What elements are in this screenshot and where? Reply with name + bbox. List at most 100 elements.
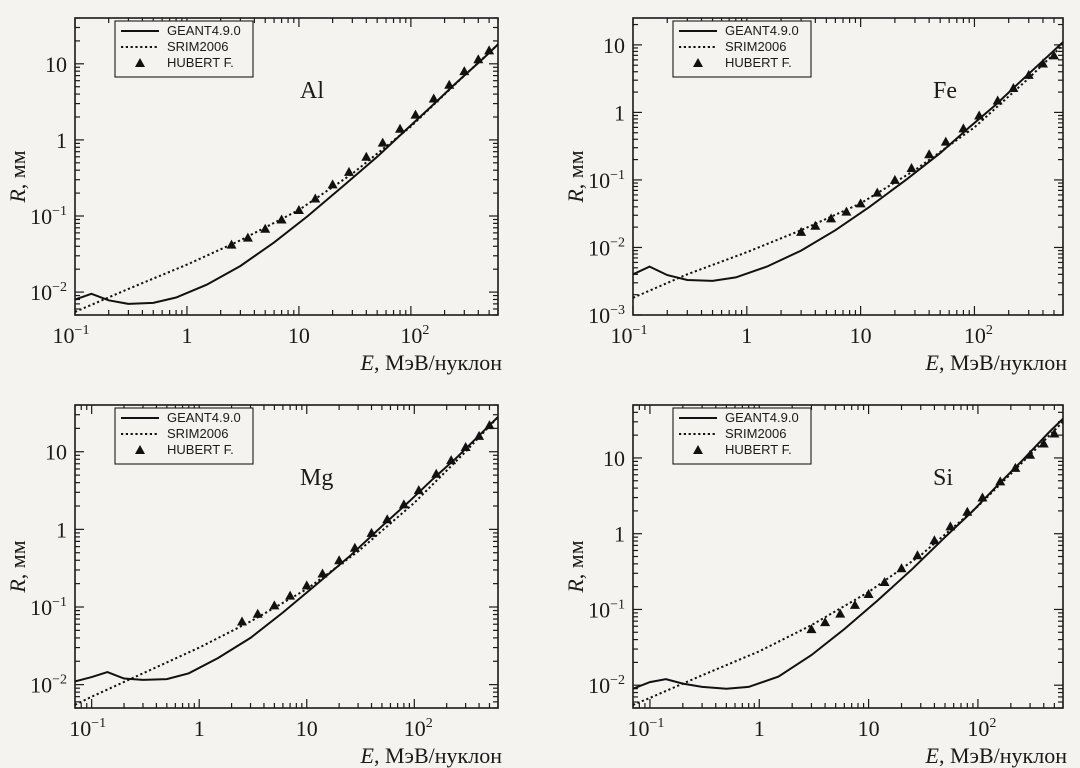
plot-panel-al: 10−1 1 10 102 10−2 10−1 1 10 E, МэВ/нуклон R, мм A… bbox=[5, 17, 503, 375]
data-point-hubert bbox=[237, 616, 248, 626]
data-point-hubert bbox=[301, 580, 312, 590]
y-tick-label: 10−1 bbox=[30, 204, 67, 229]
legend-entry-hubert: HUBERT F. bbox=[725, 442, 792, 457]
data-point-hubert bbox=[974, 110, 985, 120]
data-point-hubert bbox=[1048, 50, 1059, 60]
x-tick-label: 10−1 bbox=[53, 323, 90, 348]
data-point-hubert bbox=[945, 521, 956, 531]
data-point-hubert bbox=[855, 198, 866, 208]
legend-entry-srim: SRIM2006 bbox=[725, 39, 786, 54]
y-tick-label: 10 bbox=[45, 440, 67, 465]
x-axis-label: E, МэВ/нуклон bbox=[360, 350, 503, 375]
data-point-hubert bbox=[473, 54, 484, 64]
data-point-hubert bbox=[343, 166, 354, 176]
series-line-srim bbox=[75, 43, 498, 313]
data-point-hubert bbox=[1025, 449, 1036, 459]
data-point-hubert bbox=[276, 214, 287, 224]
y-tick-label: 10−2 bbox=[30, 673, 67, 698]
legend-entry-geant: GEANT4.9.0 bbox=[167, 23, 241, 38]
data-point-hubert bbox=[1038, 438, 1049, 448]
data-point-hubert bbox=[1049, 428, 1060, 438]
x-tick-label: 102 bbox=[404, 716, 433, 741]
data-point-hubert bbox=[293, 204, 304, 214]
data-point-hubert bbox=[849, 599, 860, 609]
data-point-hubert bbox=[428, 93, 439, 103]
data-point-hubert bbox=[906, 163, 917, 173]
legend-entry-srim: SRIM2006 bbox=[167, 39, 228, 54]
data-point-hubert bbox=[398, 499, 409, 509]
data-point-hubert bbox=[431, 468, 442, 478]
data-point-hubert bbox=[361, 151, 372, 161]
x-axis-label: E, МэВ/нуклон bbox=[925, 743, 1068, 768]
data-point-hubert bbox=[872, 187, 883, 197]
data-point-hubert bbox=[841, 206, 852, 216]
y-tick-label: 10−1 bbox=[588, 597, 625, 622]
data-point-hubert bbox=[924, 149, 935, 159]
data-point-hubert bbox=[484, 420, 495, 430]
data-point-hubert bbox=[410, 109, 421, 119]
y-axis-label: R, мм bbox=[5, 150, 30, 203]
y-tick-label: 10 bbox=[603, 446, 625, 471]
data-point-hubert bbox=[1023, 69, 1034, 79]
y-tick-label: 1 bbox=[56, 128, 67, 153]
element-label: Fe bbox=[933, 78, 957, 104]
data-point-hubert bbox=[929, 535, 940, 545]
series-line-geant bbox=[633, 41, 1063, 282]
data-point-hubert bbox=[413, 485, 424, 495]
data-point-hubert bbox=[962, 506, 973, 516]
data-point-hubert bbox=[1008, 82, 1019, 92]
x-tick-label: 1 bbox=[754, 716, 765, 741]
data-point-hubert bbox=[810, 220, 821, 230]
x-axis-label: E, МэВ/нуклон bbox=[360, 743, 503, 768]
data-point-hubert bbox=[377, 137, 388, 147]
data-point-hubert bbox=[269, 600, 280, 610]
y-tick-label: 1 bbox=[56, 517, 67, 542]
data-point-hubert bbox=[879, 577, 890, 587]
x-tick-label: 1 bbox=[194, 716, 205, 741]
data-point-hubert bbox=[366, 527, 377, 537]
y-tick-label: 10−2 bbox=[588, 235, 625, 260]
legend-swatch-hubert bbox=[693, 58, 703, 67]
data-point-hubert bbox=[977, 492, 988, 502]
legend-swatch-hubert bbox=[135, 445, 145, 454]
x-tick-label: 10−1 bbox=[611, 323, 648, 348]
data-point-hubert bbox=[310, 193, 321, 203]
y-axis-label: R, мм bbox=[563, 150, 588, 203]
x-tick-label: 102 bbox=[964, 323, 993, 348]
legend-entry-srim: SRIM2006 bbox=[725, 426, 786, 441]
data-point-hubert bbox=[863, 588, 874, 598]
data-point-hubert bbox=[889, 174, 900, 184]
data-point-hubert bbox=[317, 568, 328, 578]
y-axis-label: R, мм bbox=[563, 540, 588, 593]
x-tick-label: 10−1 bbox=[69, 716, 106, 741]
plot-panel-fe: 10−1 1 10 102 10−3 10−2 10−1 1 10 E, МэВ/нуклон R,… bbox=[563, 17, 1068, 375]
data-point-hubert bbox=[285, 590, 296, 600]
y-tick-label: 10 bbox=[603, 33, 625, 58]
y-tick-label: 10−1 bbox=[588, 168, 625, 193]
series-group bbox=[75, 43, 498, 313]
data-point-hubert bbox=[896, 563, 907, 573]
legend-entry-hubert: HUBERT F. bbox=[167, 55, 234, 70]
data-point-hubert bbox=[1010, 462, 1021, 472]
element-label: Al bbox=[300, 78, 324, 104]
legend-entry-geant: GEANT4.9.0 bbox=[725, 23, 799, 38]
x-tick-label: 1 bbox=[181, 323, 192, 348]
y-tick-label: 1 bbox=[614, 100, 625, 125]
data-point-hubert bbox=[460, 442, 471, 452]
data-point-hubert bbox=[484, 45, 495, 55]
legend-swatch-hubert bbox=[135, 58, 145, 67]
x-axis-label: E, МэВ/нуклон bbox=[925, 350, 1068, 375]
x-tick-label: 10 bbox=[288, 323, 310, 348]
data-point-hubert bbox=[995, 476, 1006, 486]
data-point-hubert bbox=[958, 123, 969, 133]
x-tick-label: 10 bbox=[858, 716, 880, 741]
data-point-hubert bbox=[826, 213, 837, 223]
data-point-hubert bbox=[260, 223, 271, 233]
x-tick-label: 102 bbox=[967, 716, 996, 741]
data-point-hubert bbox=[446, 455, 457, 465]
